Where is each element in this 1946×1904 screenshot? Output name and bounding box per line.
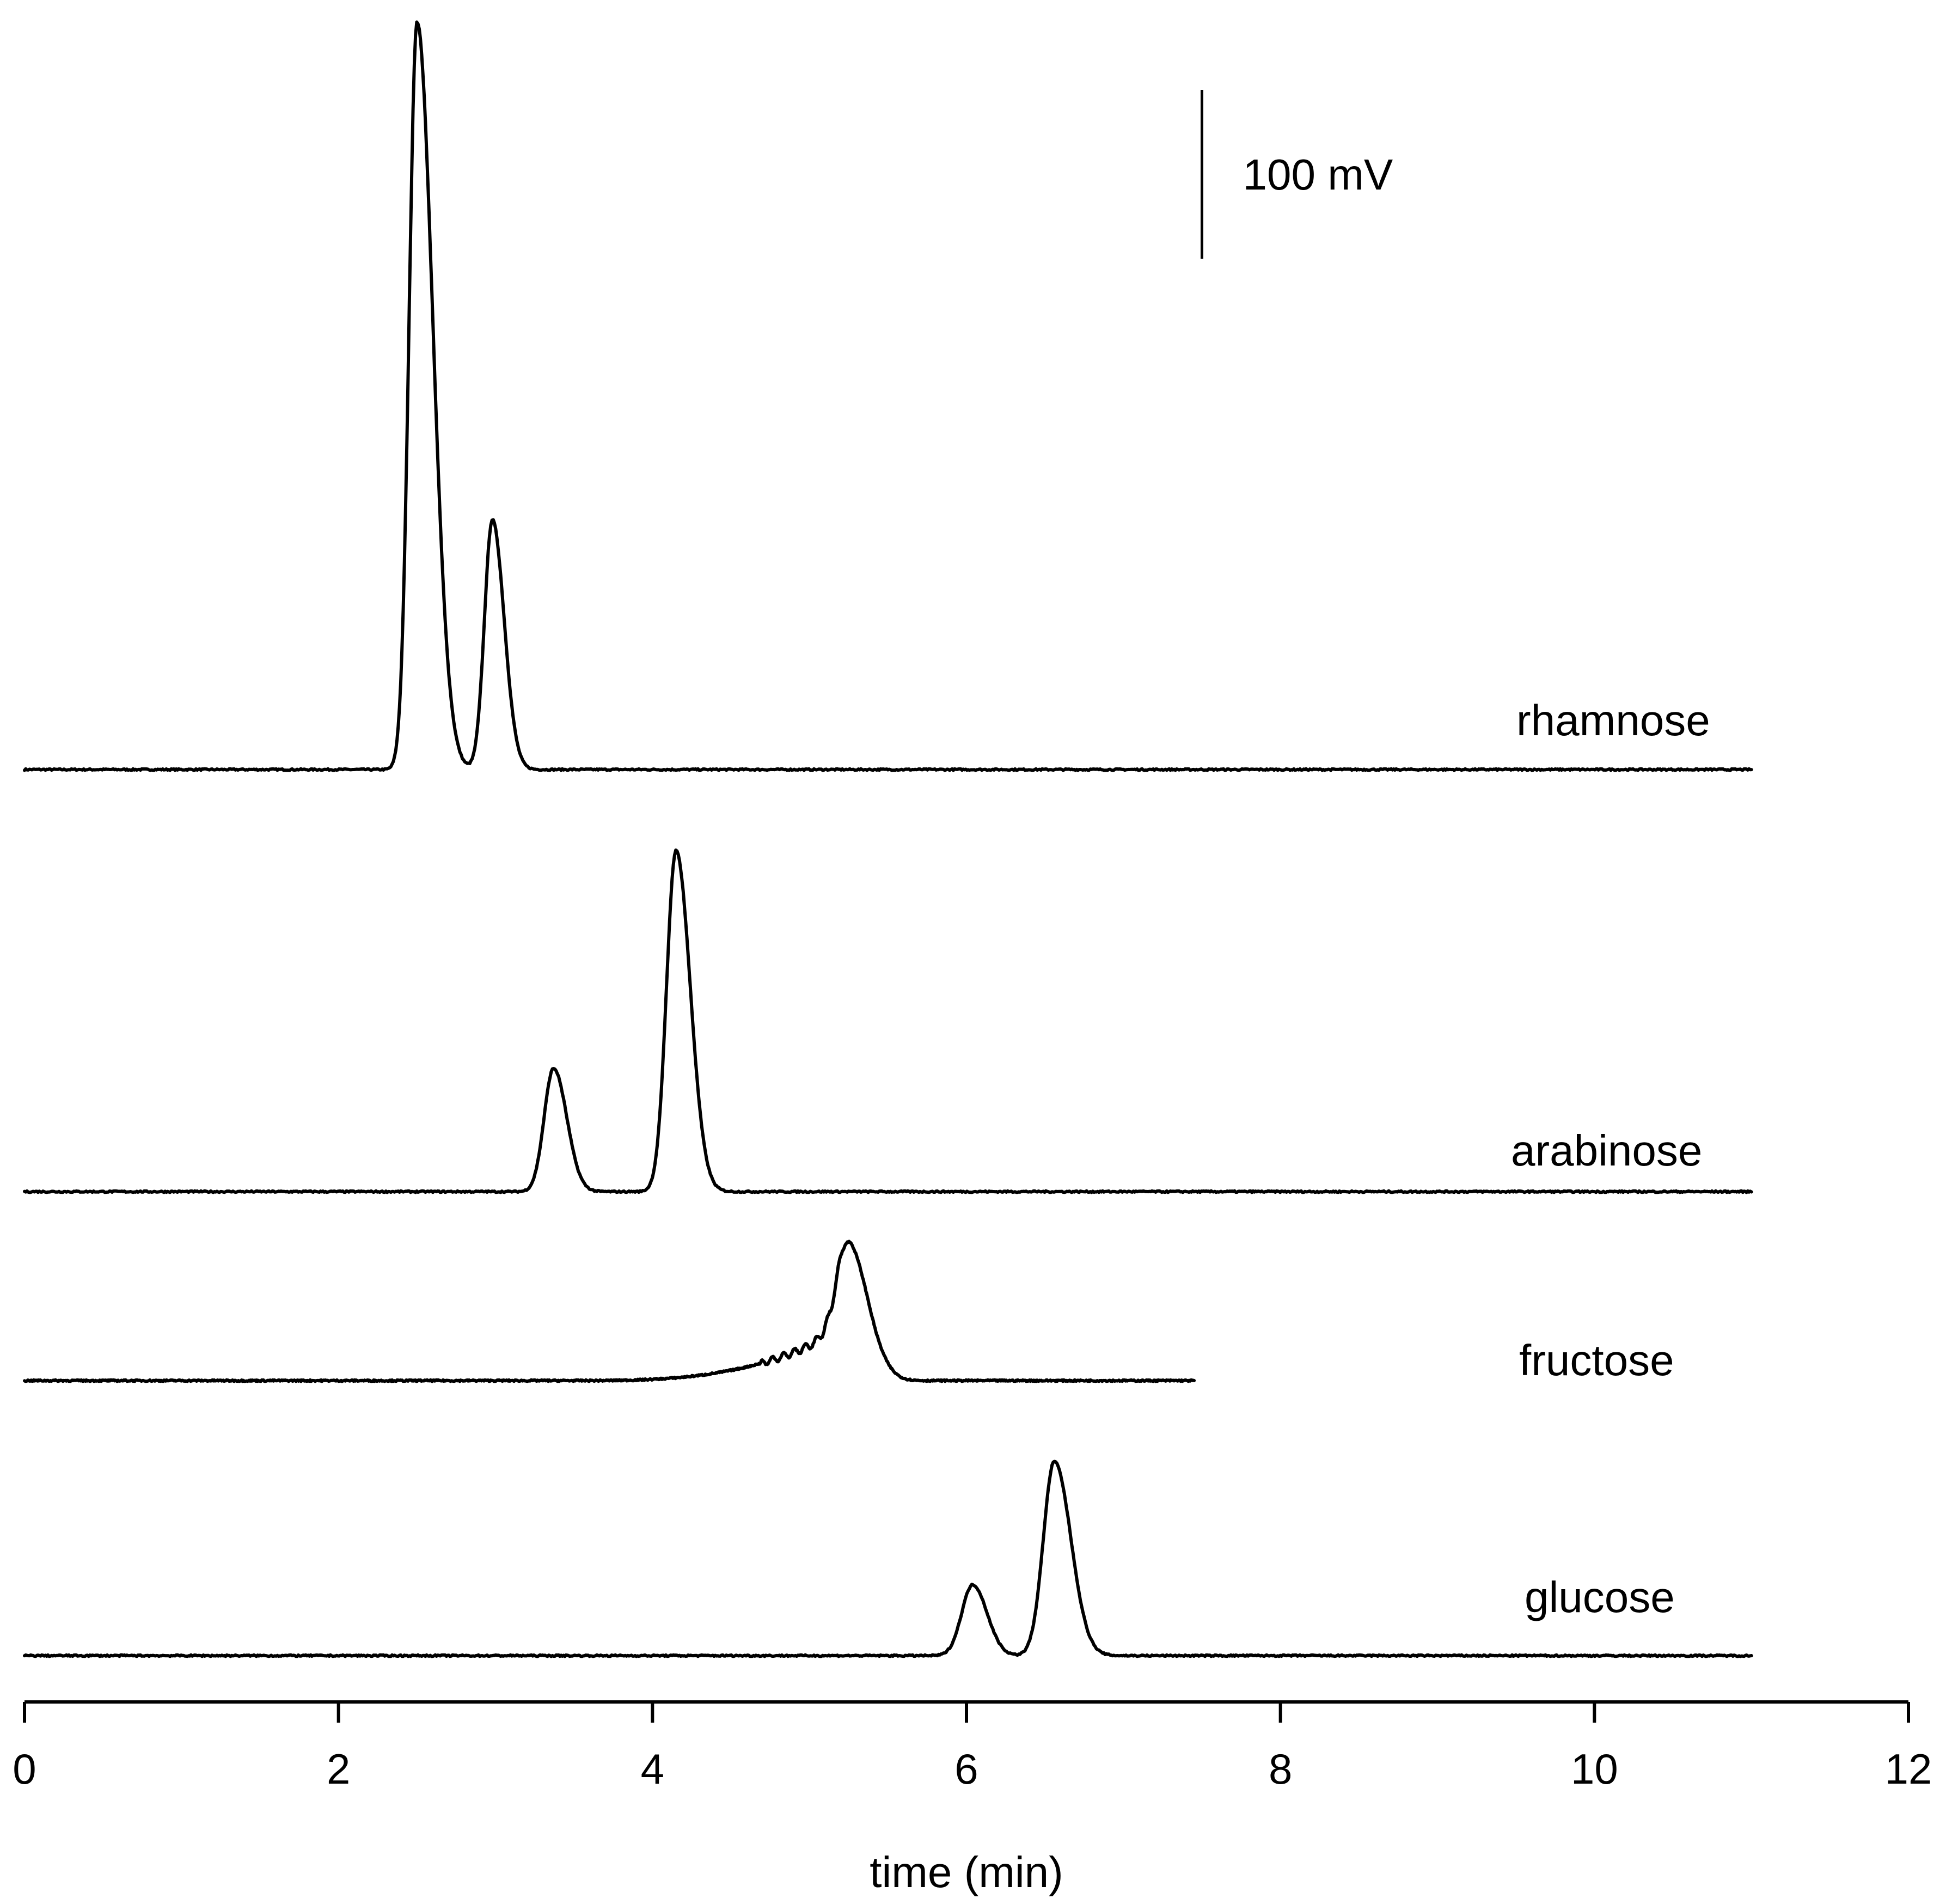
scale-bar-label: 100 mV xyxy=(1243,150,1393,199)
x-tick-label: 0 xyxy=(13,1745,36,1793)
x-tick-label: 6 xyxy=(954,1745,978,1793)
x-axis-title: time (min) xyxy=(870,1848,1063,1896)
series-label-glucose: glucose xyxy=(1525,1573,1675,1621)
x-tick-label: 4 xyxy=(641,1745,664,1793)
series-label-fructose: fructose xyxy=(1519,1336,1674,1384)
series-label-rhamnose: rhamnose xyxy=(1516,696,1710,744)
trace-arabinose xyxy=(23,848,1753,1194)
x-tick-label: 12 xyxy=(1885,1745,1932,1793)
series-labels: rhamnose arabinose fructose glucose xyxy=(1511,696,1710,1621)
series-traces xyxy=(23,20,1753,1658)
scale-bar: 100 mV xyxy=(1201,90,1393,259)
x-tick-label: 10 xyxy=(1571,1745,1618,1793)
x-tick-label: 8 xyxy=(1269,1745,1292,1793)
series-label-arabinose: arabinose xyxy=(1511,1126,1702,1175)
trace-rhamnose xyxy=(23,20,1753,772)
trace-glucose xyxy=(23,1460,1753,1658)
x-axis: 0 2 4 6 8 10 12 xyxy=(13,1700,1932,1793)
trace-fructose xyxy=(23,1240,1196,1383)
x-tick-label: 2 xyxy=(327,1745,350,1793)
